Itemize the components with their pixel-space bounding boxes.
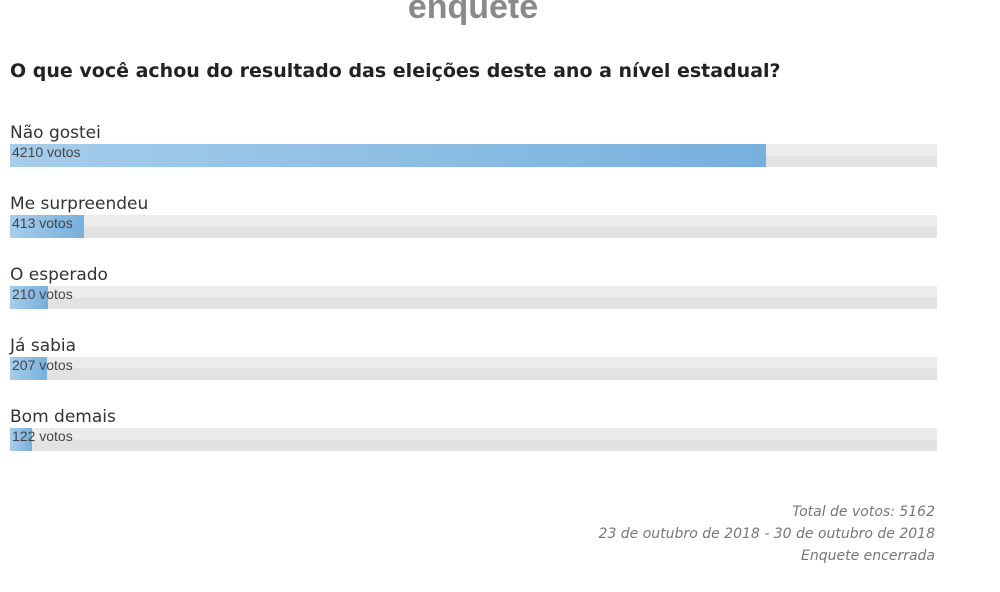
bar-track: 4210 votos xyxy=(10,144,937,167)
poll-option: Não gostei 4210 votos xyxy=(10,122,937,167)
vote-bar xyxy=(10,215,85,238)
vote-bar xyxy=(10,144,767,167)
vote-count: 4210 votos xyxy=(12,144,81,160)
poll-option: O esperado 210 votos xyxy=(10,264,937,309)
total-votes: Total de votos: 5162 xyxy=(792,504,935,520)
poll-option: Já sabia 207 votos xyxy=(10,335,937,380)
vote-bar xyxy=(10,428,32,451)
poll-status: Enquete encerrada xyxy=(801,548,935,564)
poll-option: Me surpreendeu 413 votos xyxy=(10,193,937,238)
vote-count: 413 votos xyxy=(12,215,73,231)
poll-period: 23 de outubro de 2018 - 30 de outubro de… xyxy=(598,526,935,542)
vote-count: 207 votos xyxy=(12,357,73,373)
option-label: Já sabia xyxy=(10,336,77,356)
option-label: Bom demais xyxy=(10,407,116,427)
option-label: Não gostei xyxy=(10,123,101,143)
bar-track: 413 votos xyxy=(10,215,937,238)
vote-bar xyxy=(10,286,48,309)
poll-footer: Total de votos: 5162 23 de outubro de 20… xyxy=(599,501,935,567)
page-title: enquete xyxy=(407,0,539,26)
option-label: O esperado xyxy=(10,265,108,285)
vote-count: 122 votos xyxy=(12,428,73,444)
poll-option: Bom demais 122 votos xyxy=(10,406,937,451)
bar-track: 122 votos xyxy=(10,428,937,451)
option-label: Me surpreendeu xyxy=(10,194,149,214)
bar-track: 207 votos xyxy=(10,357,937,380)
bar-track: 210 votos xyxy=(10,286,937,309)
poll-question: O que você achou do resultado das eleiçõ… xyxy=(10,60,781,82)
vote-bar xyxy=(10,357,48,380)
vote-count: 210 votos xyxy=(12,286,73,302)
